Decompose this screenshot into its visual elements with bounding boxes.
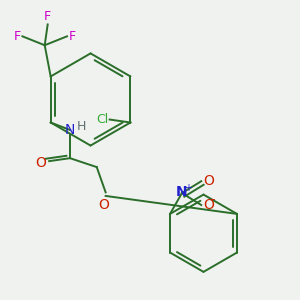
Text: F: F [44,10,51,23]
Text: O: O [35,156,46,170]
Text: N: N [65,123,75,137]
Text: O: O [99,198,110,212]
Text: F: F [68,30,76,43]
Text: O: O [204,174,214,188]
Text: N: N [176,184,188,199]
Text: Cl: Cl [96,113,108,126]
Text: F: F [14,30,21,43]
Text: H: H [76,121,86,134]
Text: O: O [204,198,214,212]
Text: +: + [184,183,193,193]
Text: -: - [210,193,215,206]
